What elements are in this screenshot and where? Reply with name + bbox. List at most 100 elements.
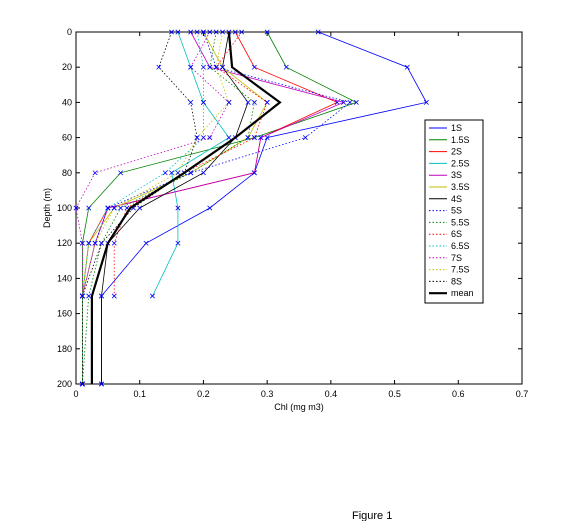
data-point bbox=[302, 135, 308, 141]
data-point bbox=[92, 170, 98, 176]
legend-label: 6.5S bbox=[451, 241, 470, 251]
data-point bbox=[226, 135, 232, 141]
legend-label: 1S bbox=[451, 123, 462, 133]
data-point bbox=[137, 205, 143, 211]
data-point bbox=[423, 99, 429, 105]
data-point bbox=[92, 240, 98, 246]
legend-label: 2.5S bbox=[451, 158, 470, 168]
data-point bbox=[149, 293, 155, 299]
data-point bbox=[194, 135, 200, 141]
series-line-2.5S bbox=[152, 31, 230, 297]
legend-label: mean bbox=[451, 288, 474, 298]
x-tick-label: 0.7 bbox=[516, 389, 529, 399]
data-point bbox=[111, 240, 117, 246]
data-point bbox=[200, 29, 206, 35]
data-point bbox=[79, 293, 85, 299]
legend-box bbox=[424, 119, 484, 304]
data-point bbox=[79, 381, 85, 387]
data-point bbox=[169, 29, 175, 35]
y-tick-label: 20 bbox=[62, 62, 72, 72]
legend-label: 3S bbox=[451, 170, 462, 180]
data-point bbox=[175, 240, 181, 246]
data-point bbox=[86, 240, 92, 246]
data-point bbox=[200, 99, 206, 105]
data-point bbox=[232, 29, 238, 35]
data-point bbox=[175, 170, 181, 176]
data-point bbox=[207, 64, 213, 70]
data-point bbox=[118, 205, 124, 211]
data-point bbox=[194, 29, 200, 35]
data-point bbox=[251, 64, 257, 70]
legend-label: 5.5S bbox=[451, 217, 470, 227]
y-tick-label: 100 bbox=[57, 203, 72, 213]
data-point bbox=[162, 170, 168, 176]
data-point bbox=[251, 135, 257, 141]
data-point bbox=[283, 64, 289, 70]
legend-label: 4S bbox=[451, 194, 462, 204]
x-tick-label: 0.5 bbox=[388, 389, 401, 399]
data-point bbox=[264, 135, 270, 141]
data-point bbox=[341, 99, 347, 105]
data-point bbox=[226, 99, 232, 105]
series-line-5.5S bbox=[82, 31, 255, 385]
data-point bbox=[207, 205, 213, 211]
data-point bbox=[99, 293, 104, 299]
data-point bbox=[188, 99, 194, 105]
data-point bbox=[220, 29, 226, 35]
x-tick-label: 0.2 bbox=[197, 389, 210, 399]
x-tick-label: 0.3 bbox=[261, 389, 274, 399]
data-point bbox=[213, 64, 219, 70]
data-point bbox=[207, 29, 213, 35]
data-point bbox=[79, 240, 85, 246]
legend-label: 6S bbox=[451, 229, 462, 239]
data-point bbox=[175, 205, 181, 211]
data-point bbox=[200, 170, 206, 176]
y-tick-label: 0 bbox=[67, 27, 72, 37]
legend-label: 2S bbox=[451, 147, 462, 157]
data-point bbox=[404, 64, 410, 70]
y-tick-label: 140 bbox=[57, 273, 72, 283]
data-point bbox=[86, 293, 92, 299]
data-point bbox=[347, 99, 353, 105]
data-point bbox=[245, 99, 251, 105]
data-point bbox=[188, 64, 194, 70]
x-axis-label: Chl (mg m3) bbox=[274, 402, 324, 412]
y-tick-label: 80 bbox=[62, 168, 72, 178]
series-line-6S bbox=[113, 31, 268, 296]
data-point bbox=[111, 293, 117, 299]
data-point bbox=[315, 29, 321, 35]
data-point bbox=[207, 135, 213, 141]
legend: 1S 1.5S 2S2.5S 3S 3.5S 4S 5S5.5S 6S 6.5S 7S 7.5S8S… bbox=[424, 119, 484, 304]
data-point bbox=[99, 240, 104, 246]
y-tick-label: 120 bbox=[57, 238, 72, 248]
legend-label: 1.5S bbox=[451, 135, 470, 145]
legend-label: 7.5S bbox=[451, 265, 470, 275]
legend-label: 3.5S bbox=[451, 182, 470, 192]
data-point bbox=[188, 29, 194, 35]
y-tick-label: 40 bbox=[62, 97, 72, 107]
data-point bbox=[245, 135, 251, 141]
data-point bbox=[188, 170, 194, 176]
legend-label: 7S bbox=[451, 253, 462, 263]
legend-label: 5S bbox=[451, 206, 462, 216]
data-point bbox=[264, 99, 270, 105]
y-axis-label: Depth (m) bbox=[42, 188, 52, 228]
data-point bbox=[118, 170, 124, 176]
data-point bbox=[143, 240, 149, 246]
data-point bbox=[156, 64, 162, 70]
y-tick-label: 200 bbox=[57, 379, 72, 389]
data-point bbox=[169, 170, 175, 176]
x-tick-label: 0.1 bbox=[133, 389, 146, 399]
data-point bbox=[251, 99, 257, 105]
data-point bbox=[105, 205, 111, 211]
data-point bbox=[239, 29, 245, 35]
legend-label: 8S bbox=[451, 276, 462, 286]
data-point bbox=[86, 205, 92, 211]
x-tick-label: 0.6 bbox=[452, 389, 465, 399]
data-point bbox=[251, 170, 257, 176]
x-tick-label: 0 bbox=[73, 389, 78, 399]
data-point bbox=[99, 381, 104, 387]
series-layer bbox=[73, 29, 429, 387]
data-point bbox=[200, 64, 206, 70]
